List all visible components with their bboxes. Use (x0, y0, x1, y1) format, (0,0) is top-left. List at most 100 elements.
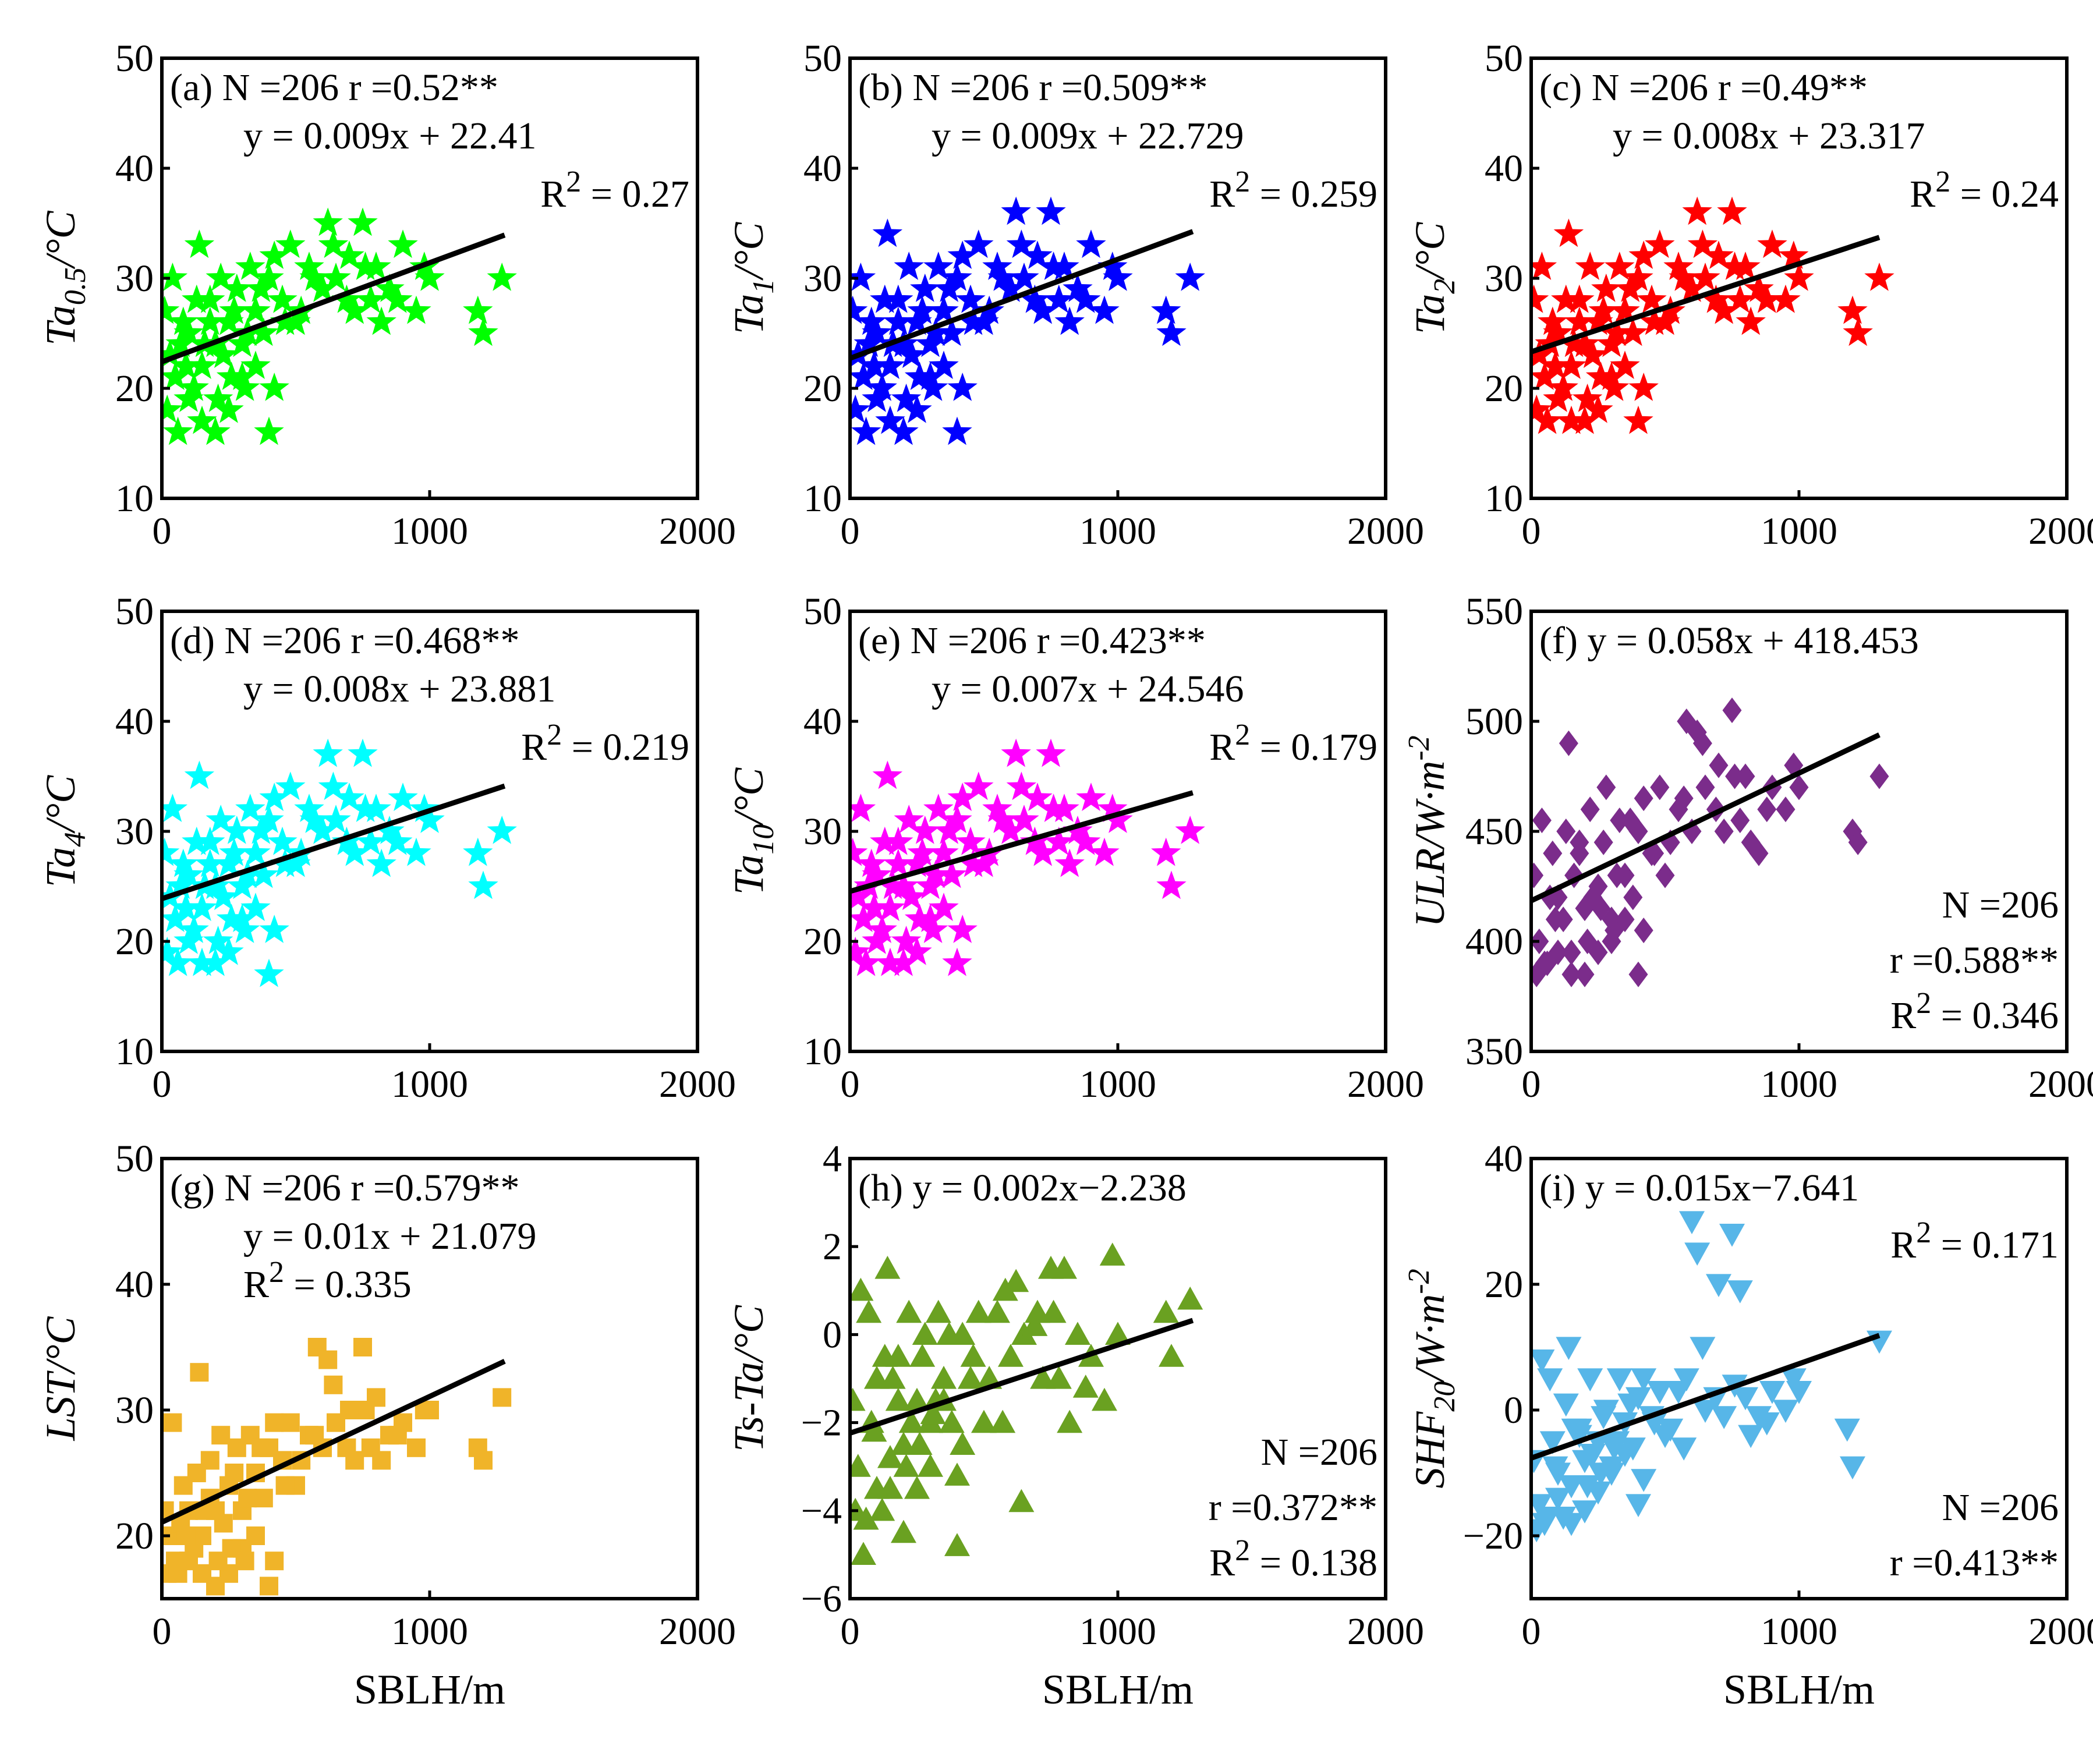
point-e-25 (1009, 805, 1039, 833)
point-b-63 (1071, 284, 1101, 313)
point-e-50 (883, 848, 913, 877)
point-h-40 (853, 1506, 879, 1530)
point-g-52 (214, 1514, 233, 1533)
point-b-0 (850, 295, 868, 324)
x-axis-label-g: SBLH/m (354, 1666, 505, 1713)
point-e-53 (920, 859, 951, 888)
xtick-label-a-1: 1000 (391, 510, 468, 552)
points-i (1531, 1211, 1892, 1543)
point-h-35 (1105, 1322, 1131, 1345)
point-h-60 (1022, 1313, 1048, 1336)
ytick-label-e-3: 40 (803, 700, 842, 743)
point-i-25 (1684, 1242, 1710, 1266)
point-g-54 (238, 1489, 257, 1508)
y-axis-label-b: Ta1/°C (725, 222, 780, 334)
y-axis-label-i: SHF20/W·m-2 (1403, 1269, 1461, 1488)
point-h-19 (958, 1366, 983, 1389)
point-a-2 (162, 362, 190, 390)
point-e-19 (955, 826, 986, 855)
point-e-2 (850, 904, 879, 932)
point-h-6 (874, 1256, 901, 1279)
point-h-58 (990, 1409, 1016, 1433)
point-b-12 (910, 273, 940, 302)
ytick-label-b-3: 40 (803, 147, 842, 190)
points-e (850, 738, 1205, 976)
point-c-47 (1628, 373, 1659, 401)
annotation-f-0: (f) y = 0.058x + 418.453 (1539, 619, 1919, 662)
annotation-b-0: (b) N =206 r =0.509** (858, 66, 1208, 109)
point-c-67 (1572, 383, 1603, 412)
point-i-35 (1786, 1381, 1812, 1404)
point-g-7 (193, 1526, 211, 1545)
y-axis-label-e: Ta10/°C (725, 767, 780, 895)
point-c-2 (1531, 362, 1560, 390)
point-h-34 (1099, 1242, 1125, 1266)
annotation-c-1: y = 0.008x + 23.317 (1613, 115, 1925, 157)
point-d-44 (227, 904, 257, 932)
point-b-51 (897, 339, 927, 369)
point-e-66 (877, 870, 908, 899)
point-c-27 (1717, 196, 1747, 225)
ytick-label-e-0: 10 (803, 1030, 842, 1073)
annotation-a-1: y = 0.009x + 22.41 (243, 115, 536, 157)
ytick-label-a-1: 20 (115, 367, 154, 410)
point-i-7 (1559, 1475, 1584, 1499)
point-e-8 (883, 826, 913, 855)
point-h-43 (891, 1519, 916, 1543)
point-a-27 (348, 207, 378, 236)
point-b-69 (918, 373, 948, 401)
ytick-label-e-2: 30 (803, 810, 842, 853)
xtick-label-c-1: 1000 (1761, 510, 1837, 552)
xtick-label-d-0: 0 (153, 1063, 172, 1106)
point-a-59 (331, 284, 362, 313)
point-a-51 (208, 339, 239, 369)
points-g (162, 1338, 512, 1596)
point-e-49 (870, 826, 900, 855)
point-b-65 (859, 350, 890, 379)
point-i-40 (1534, 1507, 1560, 1530)
point-d-62 (366, 848, 396, 877)
ytick-label-d-1: 20 (115, 920, 154, 963)
point-a-38 (162, 394, 182, 423)
point-c-3 (1538, 306, 1568, 335)
point-i-34 (1780, 1368, 1807, 1391)
xtick-label-b-0: 0 (841, 510, 860, 552)
point-b-41 (875, 405, 905, 434)
points-a (162, 207, 517, 445)
point-c-45 (1610, 350, 1640, 379)
point-g-61 (345, 1451, 364, 1470)
point-h-15 (931, 1366, 957, 1389)
point-a-49 (182, 284, 212, 313)
point-c-12 (1591, 273, 1621, 302)
ytick-label-c-4: 50 (1485, 37, 1523, 80)
point-e-46 (942, 947, 972, 976)
point-b-27 (1036, 196, 1066, 225)
point-h-59 (1008, 1489, 1035, 1512)
point-f-43 (1575, 961, 1595, 987)
point-d-28 (356, 826, 386, 855)
point-c-10 (1575, 252, 1605, 280)
point-b-16 (937, 317, 967, 346)
xtick-label-b-2: 2000 (1347, 510, 1424, 552)
point-a-43 (214, 394, 244, 423)
point-d-40 (173, 926, 204, 954)
point-e-43 (902, 936, 932, 965)
point-f-6 (1559, 730, 1578, 756)
point-e-20 (964, 771, 994, 800)
point-a-26 (334, 240, 364, 269)
annotation-h-1: N =206 (1261, 1431, 1377, 1473)
point-a-36 (468, 317, 498, 346)
axes-frame-h (848, 1157, 1387, 1600)
point-c-40 (1543, 383, 1573, 412)
point-c-29 (1730, 252, 1761, 280)
ytick-label-c-1: 20 (1485, 367, 1523, 410)
xtick-label-f-1: 1000 (1761, 1063, 1837, 1106)
annotation-g-0: (g) N =206 r =0.579** (170, 1167, 520, 1209)
point-b-37 (1175, 263, 1205, 291)
x-axis-label-i: SBLH/m (1723, 1666, 1875, 1713)
point-h-16 (939, 1409, 965, 1433)
point-f-18 (1634, 785, 1653, 812)
ytick-label-d-2: 30 (115, 810, 154, 853)
point-i-47 (1625, 1494, 1651, 1517)
point-a-52 (219, 295, 249, 324)
